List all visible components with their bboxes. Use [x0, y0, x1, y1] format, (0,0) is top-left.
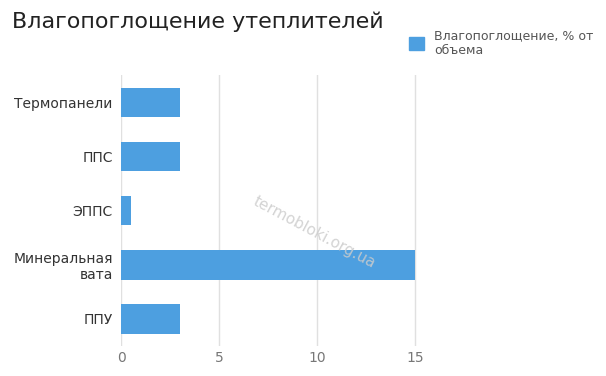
Bar	[121, 142, 180, 171]
Legend: Влагопоглощение, % от
объема: Влагопоглощение, % от объема	[409, 29, 594, 57]
Bar	[121, 88, 180, 117]
Text: Влагопоглощение утеплителей: Влагопоглощение утеплителей	[12, 11, 384, 32]
Text: termobloki.org.ua: termobloki.org.ua	[251, 194, 378, 271]
Bar	[121, 196, 131, 226]
Bar	[121, 250, 415, 279]
Bar	[121, 304, 180, 334]
